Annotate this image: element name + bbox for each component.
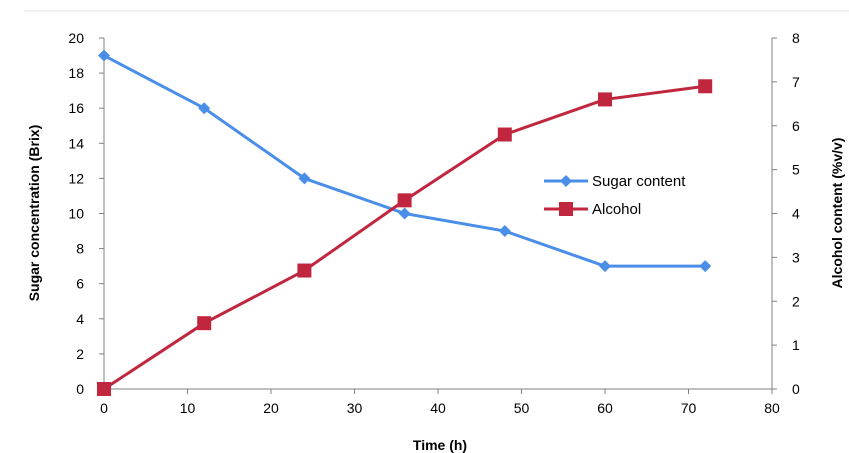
y-tick-label: 4 (76, 311, 84, 327)
legend: Sugar content Alcohol (544, 173, 686, 218)
legend-swatch-marker (559, 202, 573, 216)
sugar-content-point (699, 260, 712, 273)
x-tick-label: 0 (100, 400, 108, 416)
y2-axis-title: Alcohol content (%v/v) (829, 138, 845, 289)
alcohol-point (698, 79, 713, 94)
x-axis-title: Time (h) (413, 437, 467, 453)
y-tick-label: 16 (68, 100, 84, 116)
sugar-content-point (98, 49, 110, 62)
y2-tick-label: 0 (792, 381, 800, 397)
y-tick-label: 18 (68, 65, 84, 81)
alcohol-point (197, 316, 212, 331)
y-tick-label: 14 (68, 135, 84, 151)
y-tick-label: 6 (76, 276, 84, 292)
sugar-content-series (98, 49, 712, 273)
x-tick-label: 70 (681, 400, 697, 416)
y-tick-label: 0 (76, 381, 84, 397)
y2-tick-label: 7 (792, 74, 800, 90)
y-tick-label: 2 (76, 346, 84, 362)
legend-item-alcohol: Alcohol (544, 201, 641, 218)
y2-tick-label: 6 (792, 118, 800, 134)
alcohol-point (297, 263, 312, 278)
x-tick-label: 30 (347, 400, 363, 416)
sugar-content-point (599, 260, 611, 273)
series-layer (97, 49, 713, 396)
y2-tick-label: 8 (792, 30, 800, 46)
sugar-content-point (298, 172, 311, 185)
x-tick-label: 40 (430, 400, 446, 416)
alcohol-point (497, 127, 512, 142)
y2-tick-label: 3 (792, 249, 800, 265)
y2-tick-label: 2 (792, 293, 800, 309)
legend-label: Sugar content (592, 173, 686, 190)
y-tick-label: 12 (68, 170, 84, 186)
y2-tick-label: 1 (792, 337, 800, 353)
alcohol-point (598, 92, 612, 107)
y2-tick-label: 4 (792, 206, 800, 222)
sugar-content-line (103, 54, 706, 268)
y-tick-label: 20 (68, 30, 84, 46)
x-tick-label: 20 (263, 400, 279, 416)
legend-label: Alcohol (592, 201, 641, 218)
legend-swatch-marker (560, 175, 572, 187)
alcohol-point (97, 382, 111, 396)
x-tick-label: 80 (764, 400, 780, 416)
y-tick-label: 8 (76, 241, 84, 257)
alcohol-point (397, 193, 412, 208)
y2-tick-label: 5 (792, 162, 800, 178)
sugar-content-point (398, 207, 411, 220)
legend-item-sugar-content: Sugar content (544, 173, 686, 190)
sugar-content-point (498, 225, 511, 238)
sugar-content-point (198, 102, 211, 115)
x-tick-label: 50 (514, 400, 530, 416)
x-tick-label: 10 (180, 400, 196, 416)
x-tick-label: 60 (597, 400, 613, 416)
alcohol-series (97, 79, 713, 396)
alcohol-line (103, 84, 706, 391)
y-tick-label: 10 (68, 206, 84, 222)
y-axis-title: Sugar concentration (Brix) (26, 125, 42, 302)
